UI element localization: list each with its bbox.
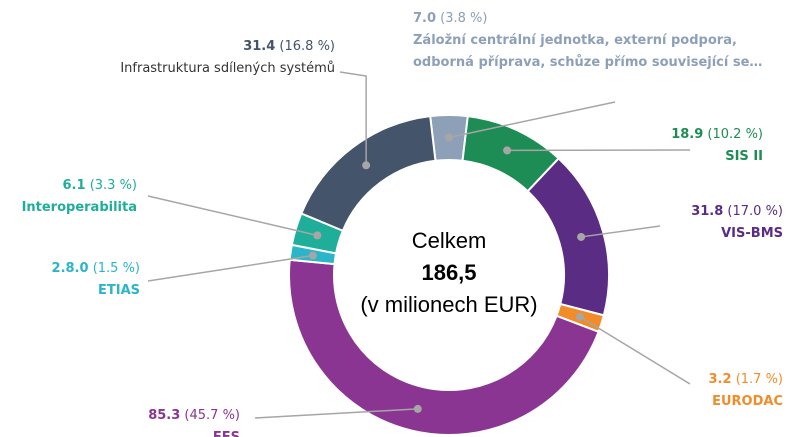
data-label: 31.8 (17.0 %)	[691, 204, 783, 219]
data-label: 31.4 (16.8 %)	[243, 39, 335, 54]
percent-label: (3.3 %)	[90, 178, 137, 193]
donut-segment	[526, 157, 610, 317]
category-label: Infrastruktura sdílených systémů	[120, 61, 335, 76]
leader-line	[147, 254, 314, 282]
percent-label: (16.8 %)	[279, 39, 335, 54]
category-label: EURODAC	[712, 394, 783, 409]
leader-dot	[413, 404, 422, 413]
leader-line	[147, 195, 318, 237]
leader-dot	[308, 251, 317, 260]
value-label: 2.8.0	[52, 261, 89, 276]
category-label: Interoperabilita	[22, 200, 137, 215]
value-label: 85.3	[148, 408, 180, 423]
value-label: 6.1	[63, 178, 86, 193]
data-label: 7.0 (3.8 %)	[413, 11, 487, 26]
leader-dot	[445, 133, 453, 142]
percent-label: (45.7 %)	[184, 408, 240, 423]
category-label: VIS-BMS	[721, 226, 783, 241]
category-label: Záložní centrální jednotka, externí podp…	[413, 33, 737, 48]
data-label: 85.3 (45.7 %)	[148, 408, 240, 423]
category-label: SIS II	[725, 149, 763, 164]
data-label: 3.2 (1.7 %)	[709, 372, 783, 387]
percent-label: (1.5 %)	[93, 261, 140, 276]
donut-segment	[300, 114, 437, 233]
center-label: Celkem	[412, 228, 487, 253]
value-label: 7.0	[413, 11, 436, 26]
leader-line	[339, 71, 367, 166]
leader-line	[581, 225, 661, 238]
value-label: 31.8	[691, 204, 723, 219]
percent-label: (10.2 %)	[707, 127, 763, 142]
percent-label: (3.8 %)	[440, 11, 487, 26]
category-label: odborná příprava, schůze přímo souvisejí…	[413, 55, 762, 70]
data-label: 18.9 (10.2 %)	[671, 127, 763, 142]
leader-line	[579, 316, 691, 385]
donut	[288, 114, 610, 436]
value-label: 18.9	[671, 127, 703, 142]
percent-label: (17.0 %)	[727, 204, 783, 219]
leader-dot	[503, 146, 512, 155]
leader-dot	[575, 312, 584, 321]
category-label: ETIAS	[98, 283, 140, 298]
center-total: 186,5	[421, 260, 476, 285]
center-unit: (v milionech EUR)	[360, 292, 537, 317]
value-label: 3.2	[709, 372, 732, 387]
value-label: 31.4	[243, 39, 275, 54]
leader-dot	[577, 232, 586, 241]
leader-line	[448, 101, 616, 139]
donut-segment	[288, 258, 600, 436]
data-label: 2.8.0 (1.5 %)	[52, 261, 140, 276]
leader-dot	[313, 231, 322, 240]
percent-label: (1.7 %)	[736, 372, 783, 387]
leader-dot	[362, 161, 371, 170]
category-label: EES	[213, 430, 240, 437]
leader-line	[254, 408, 418, 419]
data-label: 6.1 (3.3 %)	[63, 178, 137, 193]
